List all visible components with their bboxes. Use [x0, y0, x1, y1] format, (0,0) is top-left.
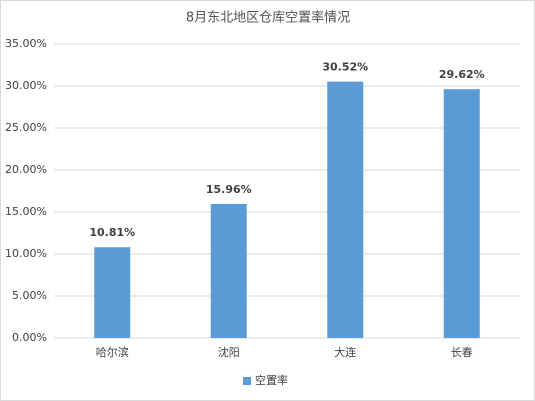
- y-tick-label: 30.00%: [5, 79, 47, 92]
- y-tick-label: 25.00%: [5, 121, 47, 134]
- value-label: 29.62%: [439, 68, 485, 81]
- y-tick-label: 35.00%: [5, 37, 47, 50]
- bar: [327, 81, 364, 338]
- legend-label: 空置率: [255, 373, 288, 387]
- y-tick-label: 10.00%: [5, 247, 47, 260]
- bar: [94, 247, 131, 338]
- x-tick-label: 长春: [451, 346, 473, 359]
- x-tick-label: 沈阳: [218, 345, 240, 359]
- y-tick-label: 0.00%: [12, 331, 47, 344]
- x-tick-label: 大连: [334, 345, 356, 359]
- y-tick-label: 15.00%: [5, 205, 47, 218]
- legend-swatch: [243, 377, 251, 385]
- y-tick-label: 20.00%: [5, 163, 47, 176]
- x-tick-label: 哈尔滨: [96, 345, 129, 359]
- value-label: 10.81%: [89, 226, 135, 239]
- value-label: 30.52%: [322, 61, 368, 74]
- chart-title: 8月东北地区仓库空置率情况: [186, 10, 350, 26]
- bar: [210, 203, 247, 338]
- value-label: 15.96%: [206, 183, 252, 196]
- y-tick-label: 5.00%: [12, 289, 47, 302]
- bar: [443, 89, 480, 338]
